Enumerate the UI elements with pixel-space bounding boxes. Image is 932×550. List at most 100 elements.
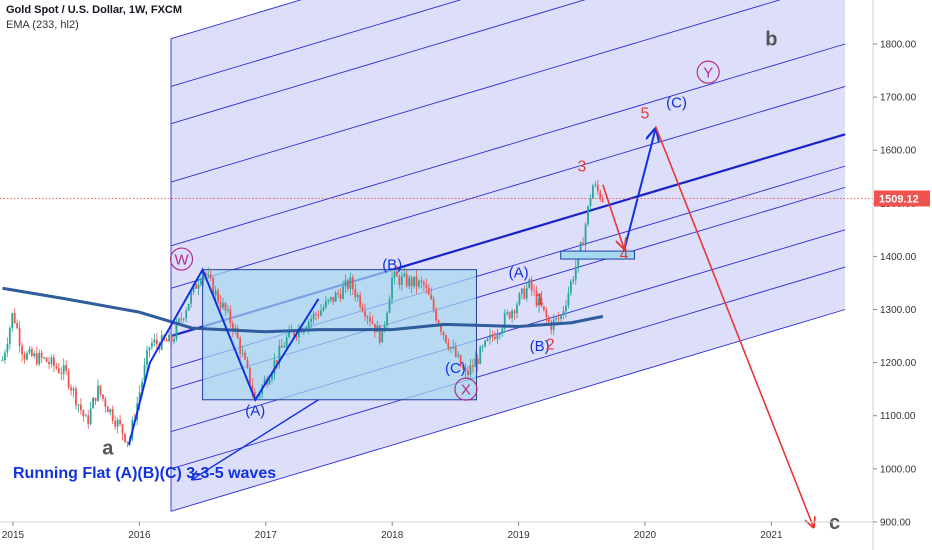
candle-body-75 [185, 310, 188, 319]
candle-body-161 [396, 271, 398, 277]
candle-body-141 [347, 280, 349, 289]
red-forecast-arrow-1 [602, 184, 624, 249]
candle-body-199 [489, 334, 491, 339]
candle-body-68 [168, 334, 170, 342]
candle-body-127 [312, 313, 315, 319]
candle-body-0 [1, 360, 4, 362]
candle-body-34 [84, 415, 87, 417]
candle-body-172 [422, 281, 425, 285]
candle-body-71 [175, 323, 178, 339]
candle-body-188 [462, 366, 464, 369]
candle-body-132 [324, 301, 327, 308]
candle-body-8 [21, 345, 23, 355]
candle-body-176 [432, 299, 435, 310]
price-tick-label-7: 1600.00 [880, 146, 917, 157]
candle-body-16 [40, 352, 43, 358]
candle-body-1 [4, 352, 6, 361]
channel-line-0 [170, 309, 846, 512]
candle-body-157 [386, 312, 389, 326]
wave-label-2: (B) [382, 257, 402, 274]
candle-body-51 [126, 441, 129, 443]
candle-body-35 [87, 415, 90, 424]
candle-body-99 [244, 352, 246, 360]
channel-line-11 [170, 0, 302, 40]
wave-label-14: b [765, 29, 777, 51]
candle-body-242 [594, 184, 597, 186]
price-axis[interactable]: 900.00 1000.00 1100.00 1200.00 1300.00 1400.0… [872, 0, 930, 550]
time-tick-label-3: 2018 [381, 530, 404, 541]
candle-body-178 [437, 320, 440, 325]
flat-range-box [202, 269, 477, 401]
candle-body-214 [525, 287, 528, 299]
candle-body-129 [317, 314, 320, 316]
candle-body-2 [6, 343, 9, 353]
time-tick-label-4: 2019 [507, 530, 530, 541]
wave-label-16: c [829, 512, 840, 534]
candle-body-191 [469, 365, 472, 375]
candle-body-227 [557, 318, 560, 320]
candle-body-230 [565, 305, 567, 312]
candle-body-27 [67, 370, 70, 388]
candle-body-50 [124, 433, 126, 442]
candle-body-33 [82, 410, 85, 416]
candle-body-30 [75, 388, 77, 406]
candle-body-243 [596, 184, 599, 192]
candle-body-179 [440, 324, 442, 332]
pitchfork-channel [170, 0, 846, 512]
candle-body-165 [405, 273, 408, 287]
candle-body-117 [288, 330, 291, 338]
candle-body-4 [11, 313, 14, 328]
wave-label-5: (A) [509, 265, 529, 282]
channel-line-1 [170, 266, 846, 470]
candle-body-43 [106, 406, 109, 413]
candle-body-49 [121, 424, 124, 434]
time-tick-label-6: 2021 [760, 530, 783, 541]
candle-body-136 [334, 292, 337, 302]
candle-body-166 [408, 277, 411, 287]
price-tick-label-3: 1200.00 [880, 358, 917, 369]
candle-body-144 [354, 289, 357, 298]
candle-body-164 [403, 273, 406, 277]
candle-body-22 [55, 365, 58, 369]
candle-body-231 [567, 292, 570, 306]
candle-body-186 [457, 355, 460, 357]
candle-body-12 [30, 348, 33, 357]
candle-body-103 [253, 392, 256, 397]
candle-body-3 [8, 327, 11, 344]
candle-body-48 [119, 419, 121, 425]
candle-body-155 [381, 328, 384, 343]
candle-body-97 [239, 338, 242, 354]
candle-body-148 [364, 311, 366, 317]
candle-body-47 [116, 419, 119, 427]
channel-line-9 [170, 0, 586, 125]
wave-label-15: a [102, 438, 114, 460]
candle-body-42 [104, 398, 107, 407]
candle-body-232 [569, 281, 572, 293]
candle-body-45 [111, 409, 114, 421]
candle-body-201 [494, 336, 496, 340]
candle-body-38 [94, 397, 97, 401]
candle-body-109 [268, 379, 271, 385]
candle-body-205 [503, 313, 506, 329]
candle-body-151 [371, 321, 374, 324]
candle-body-202 [496, 335, 499, 340]
candle-body-72 [177, 318, 180, 324]
candle-body-86 [212, 278, 215, 296]
candle-body-83 [204, 273, 207, 276]
candle-body-115 [283, 346, 286, 348]
wave-label-17: Running Flat (A)(B)(C) 3-3-5 waves [13, 465, 276, 482]
candle-body-211 [518, 293, 521, 305]
candle-body-78 [192, 284, 195, 293]
wave-label-7: 1 [535, 291, 544, 308]
candle-body-244 [599, 191, 602, 200]
candle-body-20 [50, 357, 53, 365]
time-tick-label-2: 2017 [255, 530, 278, 541]
blue-zigzag-path [127, 267, 320, 446]
caption-pointer-arrow [192, 399, 319, 480]
candle-body-126 [310, 318, 313, 322]
candle-body-84 [207, 274, 210, 276]
time-axis[interactable]: 2015 2016 2017 2018 2019 2020 2021 [0, 521, 873, 541]
candle-body-238 [584, 224, 587, 246]
candle-body-18 [45, 357, 48, 362]
